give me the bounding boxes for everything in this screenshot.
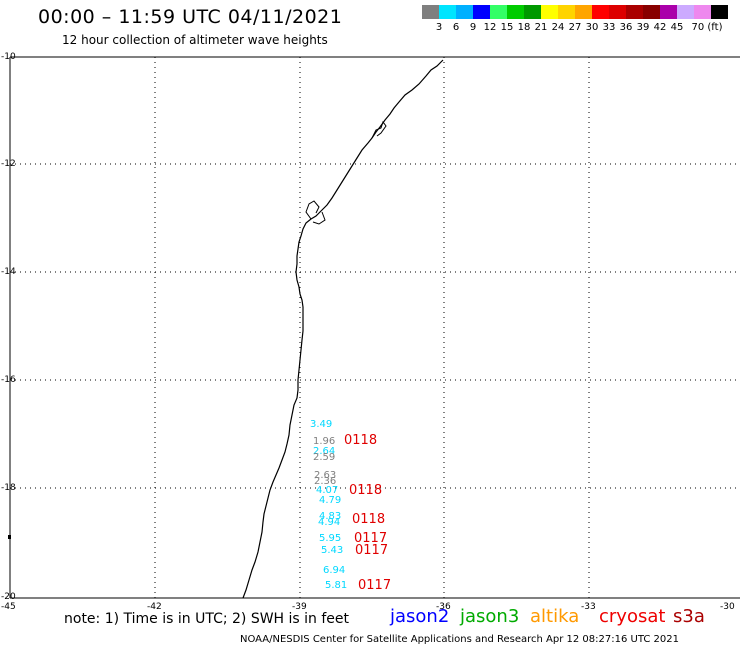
wave-height-value: 2.64 [313, 446, 336, 457]
lat-grid [10, 163, 740, 489]
coastline-bay [305, 120, 387, 225]
lat-label: -16 [1, 375, 16, 385]
scale-label: 9 [469, 22, 477, 33]
scale-swatch [422, 5, 439, 19]
lat-label: -10 [1, 52, 16, 62]
wave-height-value: 6.94 [323, 565, 346, 576]
map-subtitle: 12 hour collection of altimeter wave hei… [62, 33, 328, 47]
wave-height-value: 5.95 [319, 533, 342, 544]
satellite-label-altika: altika [530, 606, 580, 627]
lon-label: -30 [720, 602, 735, 612]
wave-height-value: 2.59 [313, 452, 336, 463]
island-speck [8, 535, 11, 539]
scale-swatch [541, 5, 558, 19]
lon-label: -36 [436, 602, 451, 612]
scale-swatch [609, 5, 626, 19]
footer-note: note: 1) Time is in UTC; 2) SWH is in fe… [64, 611, 350, 627]
map-frame [9, 56, 740, 599]
scale-swatch [592, 5, 609, 19]
scale-swatch [626, 5, 643, 19]
pass-time-label: 0117 [354, 531, 388, 546]
satellite-label-jason2: jason2 [390, 606, 450, 627]
pass-time-label: 0118 [344, 433, 378, 448]
lat-label: -14 [1, 267, 16, 277]
scale-swatch [643, 5, 660, 19]
wave-height-value: 1.96 [313, 436, 336, 447]
scale-label: 30 [585, 22, 599, 33]
pass-time-label: 0117 [358, 578, 392, 593]
wave-height-value: 2.63 [314, 470, 337, 481]
scale-label: 15 [500, 22, 514, 33]
scale-label: 18 [517, 22, 531, 33]
wave-height-value: 4.83 [319, 511, 342, 522]
scale-label: 24 [551, 22, 565, 33]
pass-time-label: 0118 [352, 512, 386, 527]
scale-swatch [694, 5, 711, 19]
coastline [242, 59, 444, 599]
scale-label: 39 [636, 22, 650, 33]
scale-swatch [524, 5, 541, 19]
satellite-label-s3a: s3a [673, 606, 705, 627]
scale-label: 21 [534, 22, 548, 33]
wave-height-value: 5.81 [325, 580, 348, 591]
scale-label: 42 [653, 22, 667, 33]
wave-height-value: 2.36 [314, 476, 337, 487]
scale-label: 36 [619, 22, 633, 33]
scale-label: 12 [483, 22, 497, 33]
mark-island [8, 535, 11, 539]
lat-label: -20 [1, 592, 16, 602]
scale-swatch [558, 5, 575, 19]
scale-label: 45 [670, 22, 684, 33]
lat-label: -12 [1, 159, 16, 169]
scale-swatch [490, 5, 507, 19]
scale-swatch [660, 5, 677, 19]
scale-label: 3 [435, 22, 443, 33]
scale-swatch [473, 5, 490, 19]
scale-swatch [677, 5, 694, 19]
map-title: 00:00 – 11:59 UTC 04/11/2021 [38, 6, 343, 28]
wave-height-value: 3.49 [310, 419, 333, 430]
lon-label: -42 [147, 602, 162, 612]
scale-swatch [456, 5, 473, 19]
scale-swatch [439, 5, 456, 19]
pass-time-label: 0117 [355, 543, 389, 558]
scale-label: 70 (ft) [691, 22, 723, 33]
satellite-label-jason3: jason3 [460, 606, 520, 627]
scale-label: 33 [602, 22, 616, 33]
lon-label: -45 [1, 602, 16, 612]
lon-label: -33 [581, 602, 596, 612]
lat-label: -18 [1, 483, 16, 493]
scale-label: 6 [452, 22, 460, 33]
satellite-label-cryosat: cryosat [599, 606, 666, 627]
scale-label: 27 [568, 22, 582, 33]
wave-height-value: 4.79 [319, 495, 342, 506]
scale-swatch [711, 5, 728, 19]
lon-label: -39 [292, 602, 307, 612]
wave-height-value: 4.94 [318, 517, 341, 528]
wave-height-value: 4.07 [316, 485, 339, 496]
wave-height-value: 5.43 [321, 545, 344, 556]
lon-grid [154, 57, 590, 598]
scale-swatch [575, 5, 592, 19]
scale-swatch [507, 5, 524, 19]
pass-time-label: 0118 [349, 483, 383, 498]
credit-line: NOAA/NESDIS Center for Satellite Applica… [240, 634, 679, 645]
